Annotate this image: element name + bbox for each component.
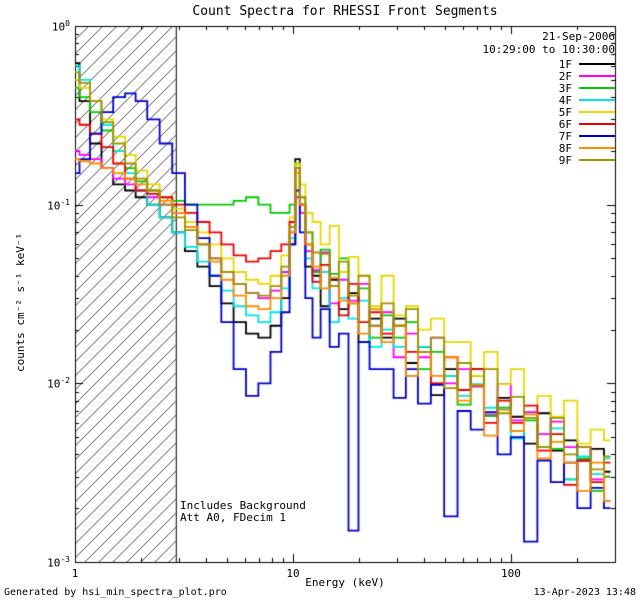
legend-label: 9F bbox=[558, 153, 572, 167]
legend-item: 7F bbox=[558, 129, 615, 143]
legend-color-line bbox=[579, 75, 615, 77]
legend-color-line bbox=[579, 123, 615, 125]
legend: 1F 2F 3F 4F 5F 6F 7F 8F 9F bbox=[558, 57, 615, 167]
legend-label: 4F bbox=[558, 93, 572, 107]
legend-label: 2F bbox=[558, 69, 572, 83]
chart-title: Count Spectra for RHESSI Front Segments bbox=[192, 4, 498, 19]
legend-item: 4F bbox=[558, 93, 615, 107]
legend-color-line bbox=[579, 87, 615, 89]
legend-item: 1F bbox=[558, 57, 615, 71]
legend-label: 1F bbox=[558, 57, 572, 71]
legend-color-line bbox=[579, 63, 615, 65]
x-axis-label: Energy (keV) bbox=[305, 576, 385, 589]
legend-label: 6F bbox=[558, 117, 572, 131]
legend-color-line bbox=[579, 135, 615, 137]
legend-color-line bbox=[579, 159, 615, 161]
annotation-includes-background: Includes Background bbox=[180, 499, 306, 512]
legend-color-line bbox=[579, 147, 615, 149]
legend-label: 7F bbox=[558, 129, 572, 143]
legend-label: 3F bbox=[558, 81, 572, 95]
legend-item: 5F bbox=[558, 105, 615, 119]
legend-item: 9F bbox=[558, 153, 615, 167]
observation-date: 21-Sep-2006 bbox=[542, 30, 615, 43]
legend-color-line bbox=[579, 99, 615, 101]
generated-by-text: Generated by hsi_min_spectra_plot.pro bbox=[4, 587, 227, 598]
legend-color-line bbox=[579, 111, 615, 113]
legend-item: 6F bbox=[558, 117, 615, 131]
annotation-attenuator: Att A0, FDecim 1 bbox=[180, 511, 286, 524]
render-datetime: 13-Apr-2023 13:48 bbox=[533, 587, 636, 598]
observation-time-range: 10:29:00 to 10:30:00 bbox=[482, 43, 615, 56]
y-axis-label: counts cm⁻² s⁻¹ keV⁻¹ bbox=[14, 232, 27, 372]
legend-label: 5F bbox=[558, 105, 572, 119]
legend-item: 3F bbox=[558, 81, 615, 95]
legend-label: 8F bbox=[558, 141, 572, 155]
legend-item: 8F bbox=[558, 141, 615, 155]
legend-item: 2F bbox=[558, 69, 615, 83]
